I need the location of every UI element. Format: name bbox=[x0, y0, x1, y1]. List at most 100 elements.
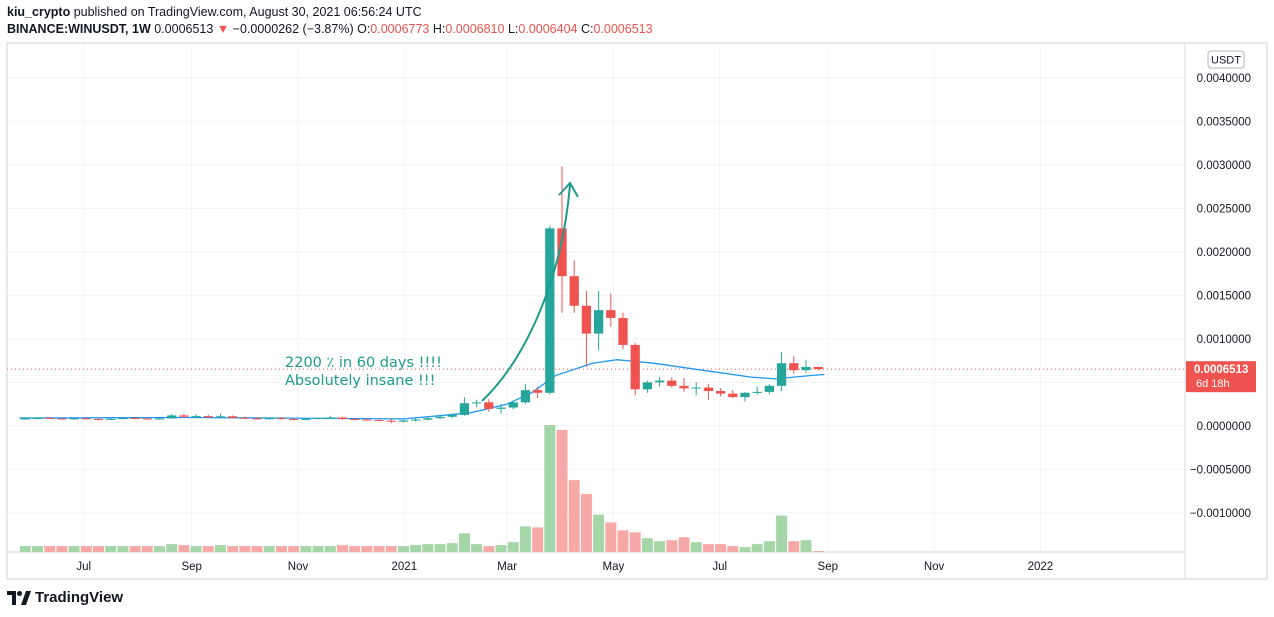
candle-body bbox=[593, 310, 604, 334]
candle-body bbox=[32, 418, 43, 420]
author-name[interactable]: kiu_crypto bbox=[7, 5, 71, 19]
candle-body bbox=[435, 416, 445, 419]
moving-average-line bbox=[19, 359, 825, 420]
low-label: L: bbox=[507, 22, 519, 36]
candle-body bbox=[313, 418, 323, 420]
volume-bar bbox=[44, 546, 56, 552]
volume-bar bbox=[605, 522, 617, 552]
volume-bar bbox=[361, 546, 373, 552]
publish-info: published on TradingView.com, August 30,… bbox=[73, 5, 422, 19]
candle-body bbox=[801, 366, 811, 371]
last-price-tag-value: 0.0006513 bbox=[1194, 364, 1248, 376]
currency-button[interactable]: USDT bbox=[1207, 50, 1245, 69]
volume-bar bbox=[580, 493, 592, 552]
volume-bar bbox=[239, 546, 251, 552]
volume-bar bbox=[507, 542, 519, 552]
candle-body bbox=[301, 418, 311, 420]
price-change: −0.0000262 (−3.87%) bbox=[232, 22, 354, 36]
volume-bar bbox=[129, 546, 141, 552]
time-tick-label: Mar bbox=[497, 561, 517, 573]
price-tick-label: 0.0030000 bbox=[1197, 160, 1251, 172]
chart-header: kiu_crypto published on TradingView.com,… bbox=[7, 4, 653, 38]
candle-body bbox=[228, 416, 238, 418]
candle-body bbox=[789, 363, 799, 371]
close-label: C: bbox=[580, 22, 594, 36]
volume-bar bbox=[654, 541, 666, 552]
volume-bar bbox=[434, 544, 446, 552]
volume-bar bbox=[458, 533, 470, 552]
candle-body bbox=[618, 317, 628, 345]
volume-bar bbox=[702, 544, 714, 552]
tradingview-logo-icon bbox=[7, 591, 31, 606]
volume-bar bbox=[617, 530, 629, 552]
candle-body bbox=[93, 419, 104, 421]
volume-bar bbox=[373, 546, 385, 552]
candle-body bbox=[776, 363, 787, 386]
price-tick-label: −0.0010000 bbox=[1190, 508, 1251, 520]
volume-bar bbox=[336, 545, 348, 552]
volume-bar bbox=[141, 546, 153, 552]
volume-bar bbox=[446, 543, 458, 552]
time-tick-label: Nov bbox=[288, 561, 309, 573]
candle-body bbox=[179, 415, 189, 417]
volume-bar bbox=[690, 542, 702, 552]
footer-brand[interactable]: TradingView bbox=[7, 589, 123, 606]
volume-bar bbox=[56, 546, 68, 552]
candle-body bbox=[20, 418, 30, 420]
candle-body bbox=[423, 418, 433, 420]
candle-body bbox=[57, 418, 67, 420]
brand-name: TradingView bbox=[35, 589, 124, 606]
candle-body bbox=[581, 305, 592, 334]
high-value: 0.0006810 bbox=[445, 22, 505, 36]
currency-label: USDT bbox=[1211, 55, 1241, 67]
candle-body bbox=[45, 418, 55, 420]
down-arrow-icon: ▼ bbox=[216, 22, 230, 36]
candle-body bbox=[264, 418, 274, 420]
candle-body bbox=[106, 418, 116, 420]
price-tick-label: 0.0040000 bbox=[1197, 73, 1251, 85]
candle-body bbox=[69, 418, 79, 420]
candle-body bbox=[764, 385, 775, 392]
price-tick-label: 0.0020000 bbox=[1197, 247, 1251, 259]
volume-bar bbox=[251, 546, 263, 552]
time-tick-label: 2021 bbox=[392, 561, 418, 573]
volume-bar bbox=[483, 546, 495, 552]
price-tick-label: 0.0035000 bbox=[1197, 116, 1251, 128]
volume-bar bbox=[495, 545, 507, 552]
candle-body bbox=[191, 416, 201, 418]
volume-bars bbox=[19, 425, 824, 552]
candle-body bbox=[276, 418, 287, 420]
last-price-tag: 0.0006513 6d 18h bbox=[1186, 361, 1256, 393]
volume-bar bbox=[812, 551, 824, 552]
candle-body bbox=[813, 366, 823, 370]
candle-body bbox=[154, 418, 165, 420]
candle-body bbox=[496, 407, 506, 409]
candle-body bbox=[508, 402, 518, 408]
candle-body bbox=[398, 420, 409, 422]
volume-bar bbox=[739, 547, 751, 552]
volume-bar bbox=[178, 545, 190, 552]
volume-bar bbox=[19, 546, 31, 552]
high-label: H: bbox=[432, 22, 446, 36]
candle-body bbox=[386, 420, 396, 422]
volume-bar bbox=[556, 429, 568, 552]
open-label: O: bbox=[357, 22, 371, 36]
volume-bar bbox=[385, 546, 397, 552]
time-tick-label: Sep bbox=[181, 561, 201, 573]
time-tick-label: Sep bbox=[818, 561, 838, 573]
time-axis[interactable]: Jul Sep Nov 2021 Mar May Jul Sep Nov 2022 bbox=[76, 561, 1053, 573]
price-tick-label: 0.0000000 bbox=[1197, 421, 1251, 433]
candle-body bbox=[289, 419, 299, 421]
time-tick-label: Jul bbox=[712, 561, 727, 573]
volume-bar bbox=[300, 546, 312, 552]
candle-body bbox=[532, 390, 543, 393]
candle-body bbox=[654, 380, 665, 383]
volume-bar bbox=[532, 527, 544, 552]
candle-body bbox=[545, 228, 555, 393]
volume-bar bbox=[800, 540, 812, 552]
volume-bar bbox=[410, 545, 422, 552]
candle-body bbox=[118, 418, 128, 420]
candle-body bbox=[447, 414, 457, 417]
candle-body bbox=[81, 418, 91, 420]
